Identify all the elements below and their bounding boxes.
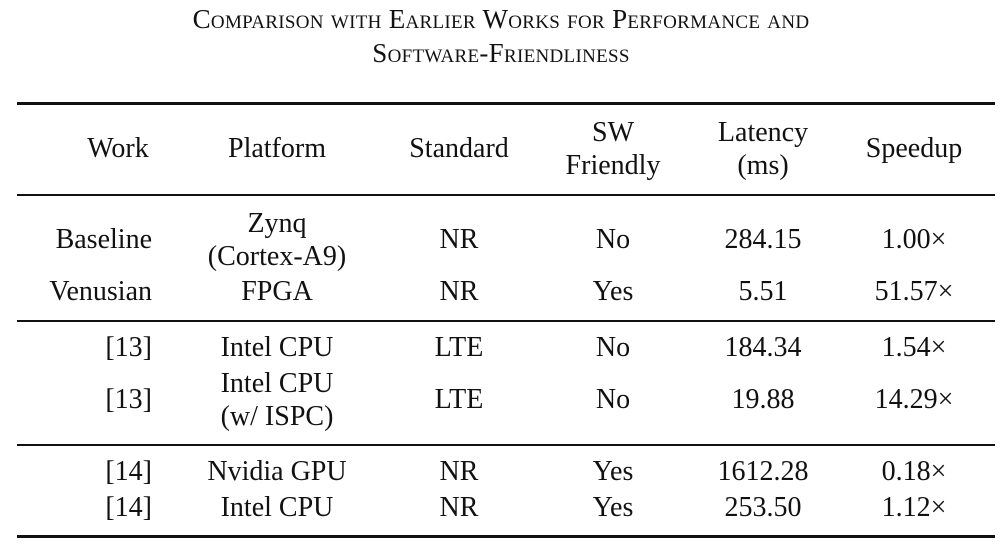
group-rule-2 [17,444,995,446]
table-row-sw: No [595,384,631,415]
header-sw-line-2: Friendly [565,150,661,181]
table-row-work: [14] [105,456,152,487]
table-row-latency: 253.50 [724,492,802,523]
header-latency-line-1: Latency [717,117,809,148]
platform-line-2: (w/ ISPC) [220,401,334,432]
table-row-platform: Intel CPU [220,492,334,523]
table-row-latency: 5.51 [738,276,788,307]
caption-line-1: Comparison with Earlier Works for Perfor… [192,4,810,34]
table-row-work: [13] [105,332,152,363]
top-rule [17,102,995,105]
table-row-work: Venusian [49,276,152,307]
table-row-sw: No [595,332,631,363]
platform-line-2: (Cortex-A9) [207,241,347,272]
table-row-sw: No [595,224,631,255]
table-row-speedup: 0.18× [881,456,947,487]
table-row-standard: NR [439,276,479,307]
table-row-speedup: 1.12× [881,492,947,523]
table-row-standard: NR [439,224,479,255]
table-row-latency: 1612.28 [717,456,809,487]
platform-line-1: Zynq [247,208,307,239]
table-row-speedup: 1.54× [881,332,947,363]
header-rule [17,194,995,196]
table-row-standard: LTE [434,332,484,363]
table-row-speedup: 51.57× [874,276,954,307]
table-caption: Comparison with Earlier Works for Perfor… [0,2,1002,70]
header-work: Work [87,133,149,164]
table-row-platform: Intel CPU (w/ ISPC) [221,367,334,433]
group-rule-1 [17,320,995,322]
header-sw-friendly: SW Friendly [566,116,661,182]
header-sw-line-1: SW [591,117,634,148]
table-row-platform: Intel CPU [220,332,334,363]
table-row-work: [13] [105,384,152,415]
table-row-sw: Yes [592,492,634,523]
table-row-platform: Zynq (Cortex-A9) [208,207,346,273]
platform-line-1: Intel CPU [220,368,334,399]
table-row-standard: LTE [434,384,484,415]
header-platform: Platform [228,133,326,164]
table-row-latency: 19.88 [731,384,795,415]
header-latency-line-2: (ms) [737,150,789,181]
table-row-sw: Yes [592,456,634,487]
table-row-speedup: 1.00× [881,224,947,255]
table-row-work: Baseline [55,224,152,255]
table-row-standard: NR [439,492,479,523]
header-standard: Standard [409,133,509,164]
table-row-latency: 184.34 [724,332,802,363]
table-row-work: [14] [105,492,152,523]
table-row-sw: Yes [592,276,634,307]
table-row-latency: 284.15 [724,224,802,255]
caption-line-2: Software-Friendliness [372,38,630,68]
header-speedup: Speedup [865,133,963,164]
header-latency: Latency (ms) [718,116,808,182]
table-row-speedup: 14.29× [874,384,954,415]
table-row-platform: Nvidia GPU [207,456,347,487]
table-row-platform: FPGA [241,276,313,307]
table-row-standard: NR [439,456,479,487]
bottom-rule [17,535,995,538]
